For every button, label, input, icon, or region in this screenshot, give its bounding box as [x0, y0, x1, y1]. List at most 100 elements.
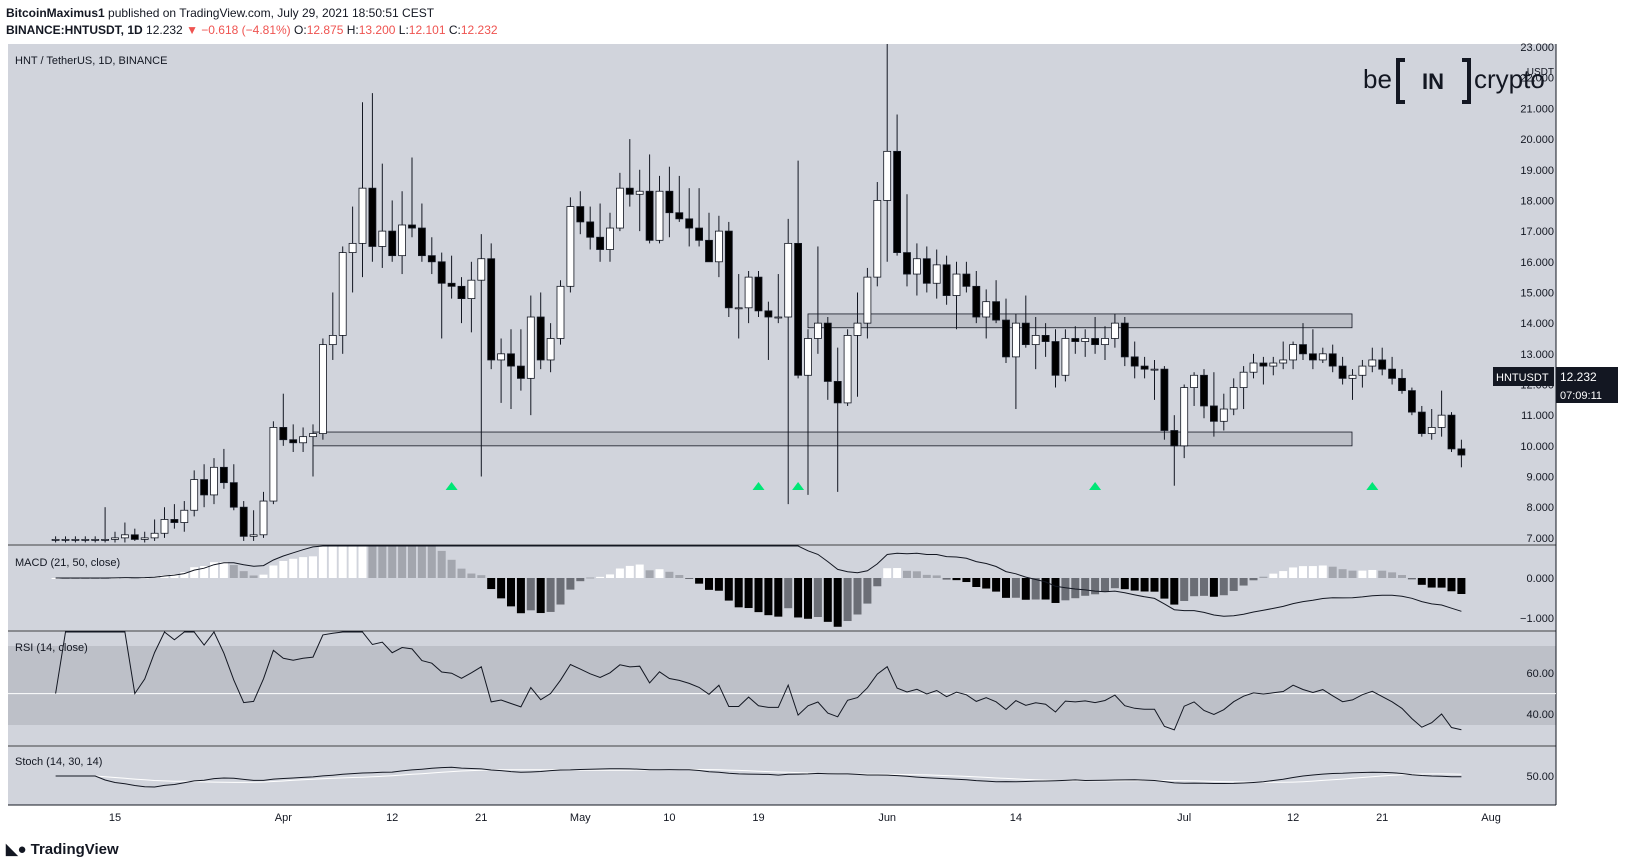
candle-up — [1190, 374, 1198, 388]
candle-down — [1002, 319, 1010, 358]
candle-down — [922, 258, 931, 284]
candle-up — [51, 538, 60, 541]
x-tick-label: 15 — [109, 812, 121, 824]
candle-up — [91, 538, 100, 541]
candle-down — [200, 479, 209, 496]
macd-histogram-bar — [1259, 576, 1268, 578]
y-tick-label: 20.000 — [1520, 134, 1554, 146]
macd-histogram-bar — [873, 578, 882, 587]
candle-down — [1309, 353, 1317, 361]
chart-title: HNT / TetherUS, 1D, BINANCE — [15, 55, 167, 67]
macd-histogram-bar — [507, 578, 515, 607]
last-price-text: 12.232 — [1560, 370, 1597, 384]
macd-histogram-bar — [497, 578, 506, 599]
low-value: 12.101 — [408, 23, 446, 37]
candle-down — [833, 381, 842, 404]
candle-down — [1259, 362, 1268, 367]
macd-histogram-bar — [843, 578, 852, 622]
macd-histogram-bar — [764, 578, 773, 616]
candle-up — [150, 532, 159, 539]
candle-up — [398, 224, 407, 257]
candle-down — [437, 261, 446, 284]
macd-label: MACD (21, 50, close) — [15, 557, 120, 569]
support-arrow-icon — [1366, 482, 1379, 490]
candle-up — [210, 466, 218, 496]
candle-down — [665, 190, 674, 214]
macd-histogram-bar — [1190, 578, 1199, 597]
macd-histogram-bar — [180, 572, 189, 578]
candle-up — [616, 187, 624, 229]
x-tick-label: 12 — [386, 812, 398, 824]
macd-histogram-bar — [1160, 578, 1169, 599]
candle-down — [1328, 353, 1337, 367]
candle-up — [1229, 387, 1238, 410]
macd-histogram-bar — [576, 578, 585, 582]
macd-histogram-bar — [526, 578, 535, 611]
candle-down — [388, 230, 397, 257]
candle-up — [556, 285, 565, 339]
candle-down — [1160, 368, 1169, 431]
tradingview-footer[interactable]: ◣● TradingView — [6, 840, 119, 859]
tradingview-logo-icon: ◣● — [6, 841, 27, 858]
beincrypto-watermark: be IN crypto — [1363, 58, 1545, 104]
author-name[interactable]: BitcoinMaximus1 — [6, 6, 105, 20]
candle-up — [843, 335, 852, 404]
candle-up — [467, 279, 476, 300]
candle-down — [586, 221, 595, 238]
macd-histogram-bar — [655, 569, 664, 578]
stoch-d-line — [55, 768, 1462, 783]
candle-up — [259, 500, 268, 536]
candle-up — [1289, 344, 1297, 361]
last-value: 12.232 — [146, 23, 183, 37]
macd-histogram-bar — [903, 570, 911, 578]
candle-down — [427, 255, 436, 263]
candle-up — [348, 242, 357, 253]
macd-histogram-bar — [972, 578, 981, 587]
macd-histogram-bar — [1299, 566, 1307, 578]
macd-histogram-bar — [754, 578, 763, 613]
candle-down — [596, 236, 604, 250]
macd-histogram-bar — [665, 571, 674, 578]
candle-down — [576, 206, 585, 223]
candle-up — [140, 537, 149, 540]
macd-histogram-bar — [774, 578, 783, 617]
macd-histogram-bar — [1417, 578, 1426, 585]
macd-histogram-bar — [1061, 578, 1070, 601]
candle-up — [982, 301, 991, 318]
candle-down — [1140, 365, 1149, 370]
rsi-band — [8, 646, 1556, 725]
candle-down — [1210, 405, 1218, 422]
candle-down — [487, 258, 496, 361]
candle-down — [1120, 322, 1129, 358]
candle-up — [160, 519, 169, 534]
countdown-badge — [1556, 386, 1618, 403]
candle-up — [814, 322, 822, 339]
macd-histogram-bar — [992, 578, 1001, 592]
y-tick-label: 23.000 — [1520, 42, 1554, 54]
candle-up — [180, 509, 189, 523]
candle-down — [823, 322, 832, 382]
macd-histogram-bar — [1180, 578, 1189, 601]
support-zone — [312, 431, 1353, 447]
macd-histogram-bar — [1269, 573, 1278, 578]
candle-up — [1427, 427, 1436, 434]
support-arrow-icon — [445, 482, 458, 490]
candle-up — [1012, 322, 1020, 358]
macd-histogram-bar — [566, 578, 575, 590]
candle-down — [219, 466, 228, 484]
macd-histogram-bar — [1101, 578, 1109, 593]
candle-up — [1348, 374, 1357, 379]
candle-up — [883, 150, 892, 201]
resistance-zone — [807, 313, 1353, 329]
candle-down — [229, 482, 238, 508]
candle-up — [566, 206, 575, 287]
candle-up — [1437, 414, 1446, 428]
high-value: 13.200 — [358, 23, 396, 37]
candle-up — [358, 187, 367, 244]
low-label: L: — [398, 23, 409, 37]
macd-histogram-bar — [982, 578, 991, 589]
macd-histogram-bar — [1081, 578, 1090, 596]
close-label: C: — [448, 23, 461, 37]
candle-up — [1358, 365, 1367, 376]
